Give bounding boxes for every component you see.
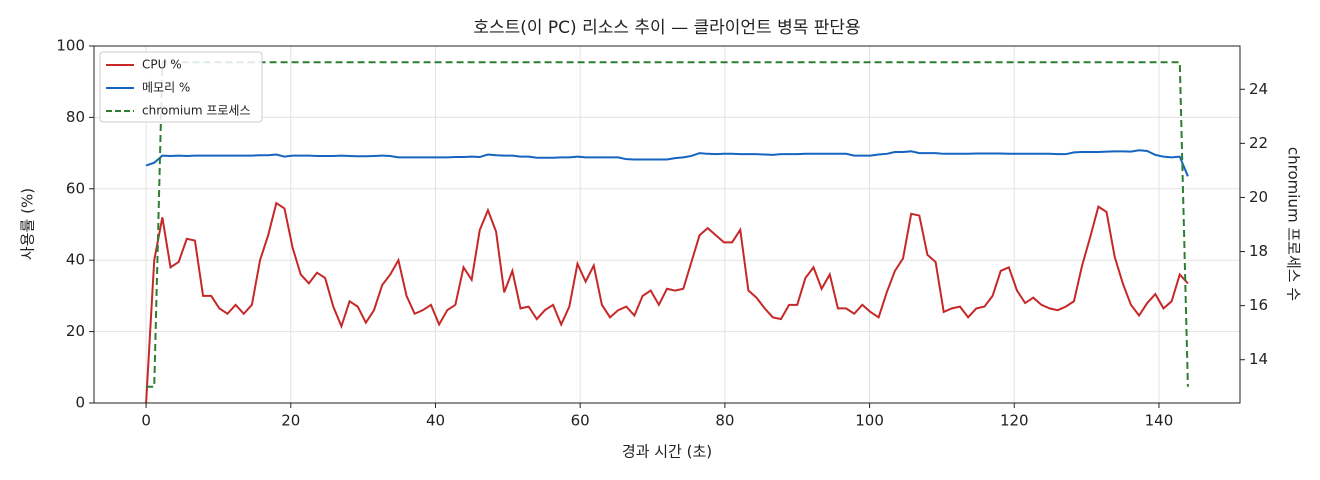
data-line (145, 201, 1189, 404)
y-tick-label: 80 (66, 108, 85, 126)
y-tick-label: 40 (66, 251, 85, 269)
plot-frame (93, 45, 1241, 404)
x-tick-label: 120 (1000, 412, 1029, 430)
legend-label: CPU % (142, 58, 182, 72)
x-axis-label: 경과 시간 (초) (622, 443, 712, 461)
legend: CPU % 메모리 % chromium 프로세스 (99, 51, 263, 123)
data-line (146, 61, 1189, 388)
y2-axis-label: chromium 프로세스 수 (1285, 147, 1303, 301)
data-line (145, 149, 1189, 177)
x-tick-label: 0 (141, 412, 151, 430)
y2-tick-label: 16 (1249, 296, 1268, 314)
y-tick-label: 60 (66, 179, 85, 197)
y2-tick-label: 24 (1249, 80, 1268, 98)
x-tick-label: 100 (855, 412, 884, 430)
legend-label: chromium 프로세스 (142, 104, 251, 118)
legend-box (99, 51, 263, 123)
y-tick-label: 20 (66, 322, 85, 340)
x-tick-label: 80 (715, 412, 734, 430)
chart-title: 호스트(이 PC) 리소스 추이 — 클라이언트 병목 판단용 (473, 18, 860, 38)
y-axis-label: 사용률 (%) (19, 188, 37, 260)
y-tick-label: 100 (56, 37, 85, 55)
y2-tick-label: 18 (1249, 242, 1268, 260)
x-tick-label: 140 (1145, 412, 1174, 430)
x-tick-label: 40 (426, 412, 445, 430)
legend-label: 메모리 % (142, 81, 190, 95)
y2-tick-label: 20 (1249, 188, 1268, 206)
y-tick-label: 0 (75, 394, 85, 412)
x-tick-label: 60 (571, 412, 590, 430)
x-tick-label: 20 (281, 412, 300, 430)
y2-tick-label: 14 (1249, 350, 1268, 368)
y2-tick-label: 22 (1249, 134, 1268, 152)
